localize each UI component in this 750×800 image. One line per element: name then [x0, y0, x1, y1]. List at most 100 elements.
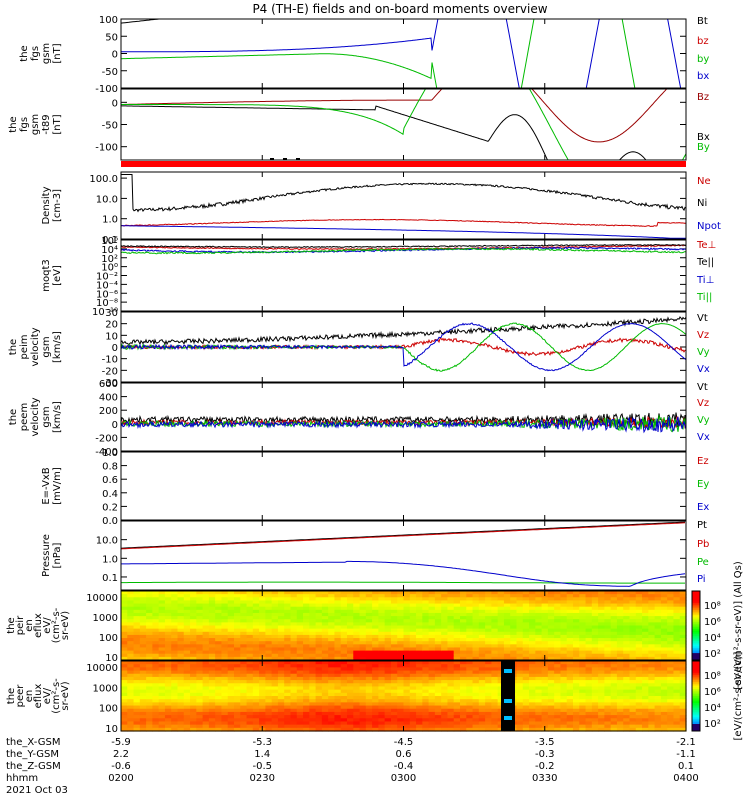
spectro-cell	[221, 667, 229, 672]
spectro-cell	[290, 670, 298, 675]
spectro-cell	[190, 609, 197, 614]
spectro-cell	[579, 711, 587, 716]
spectro-cell	[303, 628, 310, 633]
spectro-cell	[642, 594, 649, 598]
spectro-cell	[183, 692, 191, 697]
spectro-cell	[277, 619, 285, 623]
spectro-cell	[303, 594, 310, 598]
spectro-cell	[491, 724, 499, 729]
spectro-cell	[215, 647, 223, 652]
spectro-cell	[183, 644, 191, 649]
spectro-cell	[177, 619, 185, 623]
spectro-cell	[303, 603, 310, 608]
spectro-cell	[158, 667, 166, 672]
spectro-cell	[460, 724, 467, 729]
spectro-cell	[585, 616, 593, 620]
spectro-cell	[447, 670, 455, 675]
spectro-cell	[604, 661, 612, 665]
spectro-cell	[290, 689, 298, 694]
spectro-cell	[290, 631, 298, 636]
spectro-cell	[240, 606, 248, 611]
spectro-cell	[202, 638, 210, 642]
spectro-cell	[139, 702, 147, 707]
spectro-cell	[340, 594, 348, 598]
spectro-cell	[164, 721, 172, 726]
spectro-cell	[491, 603, 499, 608]
spectro-cell	[610, 702, 618, 707]
spectro-cell	[554, 628, 562, 633]
spectro-cell	[378, 619, 386, 623]
spectro-cell	[422, 692, 430, 697]
figure-title: P4 (TH-E) fields and on-board moments ov…	[252, 2, 547, 16]
colorbar-cell	[692, 616, 700, 620]
spectro-cell	[547, 724, 555, 729]
spectro-cell	[384, 683, 392, 688]
spectro-cell	[579, 715, 587, 719]
spectro-cell	[378, 622, 386, 627]
spectro-cell	[158, 724, 166, 729]
spectro-cell	[390, 594, 398, 598]
spectro-cell	[441, 702, 449, 707]
spectro-cell	[340, 628, 348, 633]
spectro-cell	[397, 724, 405, 729]
spectro-cell	[403, 664, 411, 668]
spectro-cell	[139, 603, 147, 608]
spectro-cell	[328, 724, 336, 729]
spectro-cell	[309, 606, 317, 611]
spectro-cell	[535, 619, 543, 623]
spectro-cell	[403, 670, 411, 675]
spectro-cell	[215, 653, 223, 658]
spectro-cell	[328, 594, 336, 598]
spectro-cell	[139, 612, 147, 617]
spectro-cell	[321, 628, 329, 633]
spectro-cell	[397, 705, 405, 710]
spectro-cell	[434, 692, 442, 697]
spectro-cell	[158, 622, 166, 627]
spectro-cell	[566, 653, 574, 658]
spectro-cell	[208, 650, 216, 655]
spectro-cell	[121, 631, 128, 636]
spectro-cell	[566, 724, 574, 729]
spectro-cell	[284, 600, 292, 605]
spectro-cell	[259, 625, 266, 630]
spectro-cell	[422, 594, 430, 598]
spectro-cell	[347, 631, 354, 636]
spectro-cell	[121, 650, 128, 655]
spectro-cell	[403, 594, 411, 598]
spectro-cell	[573, 661, 580, 665]
spectro-cell	[397, 606, 405, 611]
spectro-cell	[146, 686, 153, 691]
spectro-cell	[397, 650, 405, 655]
spectro-cell	[629, 600, 637, 605]
spectro-cell	[604, 699, 612, 703]
spectro-cell	[315, 638, 323, 642]
spectro-cell	[428, 680, 436, 684]
spectro-cell	[372, 616, 379, 620]
spectro-cell	[152, 724, 160, 729]
spectro-cell	[252, 696, 260, 700]
spectro-cell	[177, 721, 185, 726]
spectro-cell	[240, 631, 248, 636]
spectro-cell	[585, 724, 593, 729]
spectro-cell	[416, 644, 423, 649]
spectro-cell	[277, 724, 285, 729]
spectro-cell	[604, 638, 612, 642]
spectro-cell	[629, 689, 637, 694]
spectro-cell	[529, 641, 536, 645]
spectro-cell	[560, 680, 568, 684]
spectro-cell	[252, 619, 260, 623]
spectro-cell	[359, 591, 367, 595]
spectro-cell	[441, 653, 449, 658]
spectro-cell	[328, 676, 336, 681]
spectro-cell	[566, 594, 574, 598]
spectro-cell	[328, 667, 336, 672]
spectro-cell	[284, 656, 292, 661]
colorbar-cell	[692, 706, 700, 709]
spectro-cell	[177, 673, 185, 678]
spectro-cell	[585, 667, 593, 672]
xaxis-row-label: the_Y-GSM	[6, 749, 59, 760]
spectro-cell	[635, 702, 643, 707]
spectro-cell	[221, 631, 229, 636]
spectro-cell	[296, 711, 304, 716]
panel-peir-spectrogram-ylabel: eV/	[42, 617, 53, 634]
